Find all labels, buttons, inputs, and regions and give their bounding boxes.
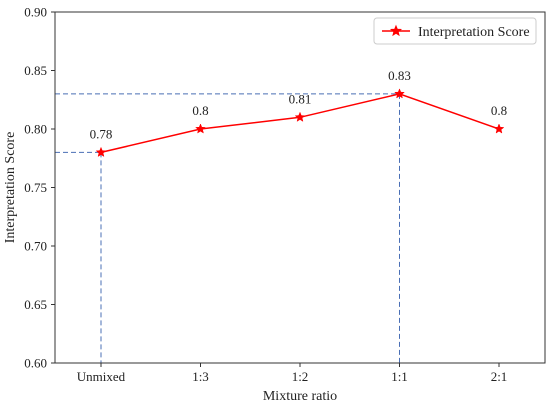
y-tick-label: 0.85 (24, 63, 47, 78)
data-labels: 0.78 0.8 0.81 0.83 0.8 (90, 68, 508, 141)
data-value-label: 0.78 (90, 126, 113, 141)
legend-box (373, 17, 537, 45)
legend: Interpretation Score (373, 17, 537, 45)
legend-star-marker (389, 24, 403, 37)
y-tick-label: 0.65 (24, 297, 47, 312)
data-point-star (294, 111, 306, 122)
y-axis-ticks: 0.60 0.65 0.70 0.75 0.80 0.85 0.90 (24, 5, 55, 371)
reference-lines (55, 93, 400, 363)
data-value-label: 0.81 (289, 91, 312, 106)
y-axis-label: Interpretation Score (3, 132, 18, 244)
x-axis-label: Mixture ratio (263, 389, 337, 404)
y-tick-label: 0.90 (24, 5, 47, 20)
y-tick-label: 0.60 (24, 356, 47, 371)
data-point-star (493, 123, 505, 134)
axes (54, 11, 546, 364)
x-tick-label: Unmixed (77, 369, 126, 384)
y-tick-label: 0.75 (24, 180, 47, 195)
x-tick-label: 1:2 (292, 369, 309, 384)
data-value-label: 0.8 (491, 103, 507, 118)
data-point-star (394, 88, 405, 99)
x-tick-label: 2:1 (491, 369, 508, 384)
y-tick-label: 0.70 (24, 239, 47, 254)
x-tick-label: 1:3 (192, 369, 209, 384)
data-point-star (95, 146, 107, 157)
plot-frame (54, 11, 546, 364)
data-value-label: 0.8 (192, 103, 208, 118)
x-axis-ticks: Unmixed 1:3 1:2 1:1 2:1 (77, 363, 508, 384)
data-value-label: 0.83 (388, 68, 411, 83)
data-point-star (195, 123, 206, 134)
legend-entry-label: Interpretation Score (418, 25, 530, 40)
x-tick-label: 1:1 (391, 369, 408, 384)
series-layer (95, 88, 505, 157)
y-tick-label: 0.80 (24, 122, 47, 137)
